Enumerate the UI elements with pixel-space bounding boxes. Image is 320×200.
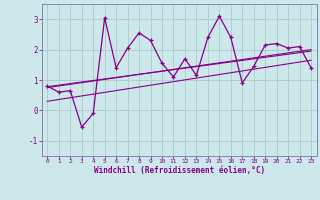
X-axis label: Windchill (Refroidissement éolien,°C): Windchill (Refroidissement éolien,°C) — [94, 166, 265, 175]
